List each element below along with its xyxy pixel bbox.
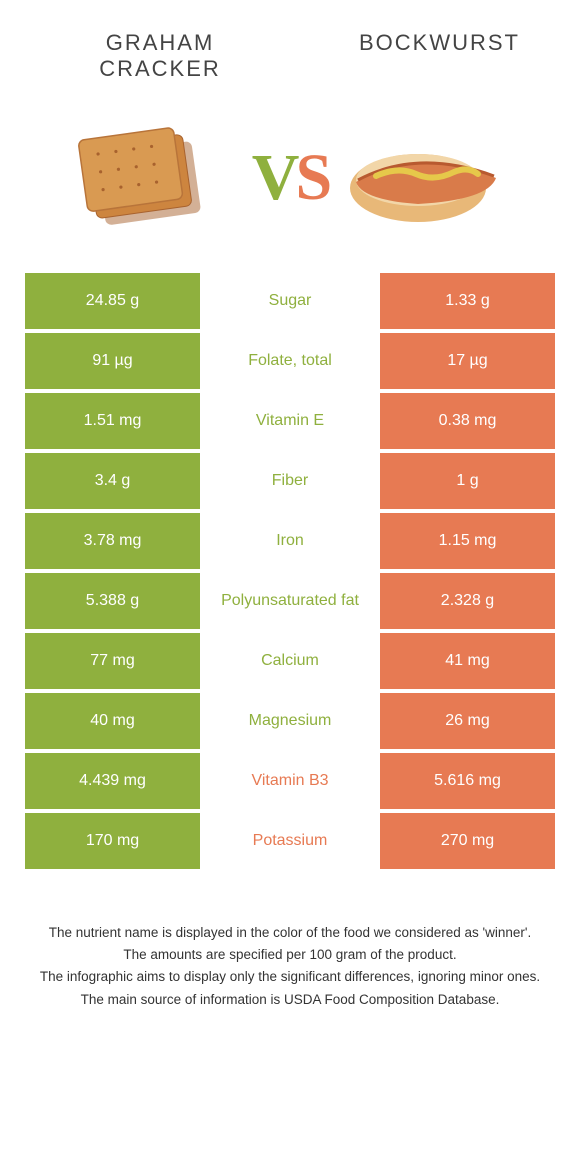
nutrient-table: 24.85 gSugar1.33 g91 µgFolate, total17 µ… <box>0 273 580 869</box>
header: GRAHAM CRACKER BOCKWURST <box>0 0 580 93</box>
right-value: 2.328 g <box>380 573 555 629</box>
nutrient-label: Vitamin B3 <box>200 753 380 809</box>
nutrient-row: 4.439 mgVitamin B35.616 mg <box>25 753 555 809</box>
left-value: 24.85 g <box>25 273 200 329</box>
left-value: 77 mg <box>25 633 200 689</box>
nutrient-row: 91 µgFolate, total17 µg <box>25 333 555 389</box>
left-value: 40 mg <box>25 693 200 749</box>
footnote-line: The nutrient name is displayed in the co… <box>30 923 550 943</box>
nutrient-row: 5.388 gPolyunsaturated fat2.328 g <box>25 573 555 629</box>
vs-row: VS <box>0 93 580 273</box>
right-value: 26 mg <box>380 693 555 749</box>
right-value: 0.38 mg <box>380 393 555 449</box>
right-food-title: BOCKWURST <box>320 30 520 83</box>
left-value: 5.388 g <box>25 573 200 629</box>
left-value: 4.439 mg <box>25 753 200 809</box>
bockwurst-illustration <box>338 118 508 238</box>
nutrient-row: 77 mgCalcium41 mg <box>25 633 555 689</box>
right-value: 5.616 mg <box>380 753 555 809</box>
nutrient-label: Iron <box>200 513 380 569</box>
nutrient-label: Calcium <box>200 633 380 689</box>
nutrient-label: Fiber <box>200 453 380 509</box>
left-value: 170 mg <box>25 813 200 869</box>
nutrient-row: 3.78 mgIron1.15 mg <box>25 513 555 569</box>
vs-v: V <box>252 140 296 216</box>
nutrient-label: Folate, total <box>200 333 380 389</box>
nutrient-row: 1.51 mgVitamin E0.38 mg <box>25 393 555 449</box>
nutrient-label: Vitamin E <box>200 393 380 449</box>
nutrient-row: 24.85 gSugar1.33 g <box>25 273 555 329</box>
right-value: 1.33 g <box>380 273 555 329</box>
vs-s: S <box>295 140 328 216</box>
nutrient-label: Polyunsaturated fat <box>200 573 380 629</box>
left-value: 3.78 mg <box>25 513 200 569</box>
left-value: 3.4 g <box>25 453 200 509</box>
left-value: 91 µg <box>25 333 200 389</box>
right-value: 17 µg <box>380 333 555 389</box>
footnote-line: The main source of information is USDA F… <box>30 990 550 1010</box>
vs-label: VS <box>252 140 328 216</box>
right-value: 1 g <box>380 453 555 509</box>
nutrient-label: Magnesium <box>200 693 380 749</box>
right-value: 41 mg <box>380 633 555 689</box>
footnote-line: The infographic aims to display only the… <box>30 967 550 987</box>
nutrient-row: 3.4 gFiber1 g <box>25 453 555 509</box>
nutrient-label: Potassium <box>200 813 380 869</box>
right-value: 1.15 mg <box>380 513 555 569</box>
nutrient-row: 40 mgMagnesium26 mg <box>25 693 555 749</box>
footnotes: The nutrient name is displayed in the co… <box>0 873 580 1010</box>
nutrient-label: Sugar <box>200 273 380 329</box>
graham-cracker-illustration <box>72 118 242 238</box>
footnote-line: The amounts are specified per 100 gram o… <box>30 945 550 965</box>
left-value: 1.51 mg <box>25 393 200 449</box>
left-food-image <box>72 113 242 243</box>
right-value: 270 mg <box>380 813 555 869</box>
left-food-title: GRAHAM CRACKER <box>60 30 260 83</box>
right-food-image <box>338 113 508 243</box>
nutrient-row: 170 mgPotassium270 mg <box>25 813 555 869</box>
